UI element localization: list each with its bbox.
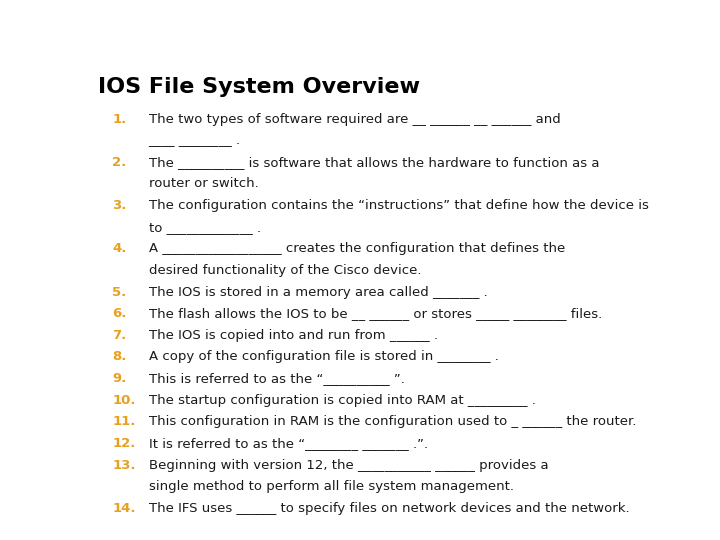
Text: This configuration in RAM is the configuration used to _ ______ the router.: This configuration in RAM is the configu… [148, 415, 636, 428]
Text: The IOS is stored in a memory area called _______ .: The IOS is stored in a memory area calle… [148, 286, 487, 299]
Text: The two types of software required are __ ______ __ ______ and: The two types of software required are _… [148, 113, 560, 126]
Text: IOS File System Overview: IOS File System Overview [99, 77, 420, 97]
Text: router or switch.: router or switch. [148, 178, 258, 191]
Text: The __________ is software that allows the hardware to function as a: The __________ is software that allows t… [148, 156, 599, 169]
Text: 7.: 7. [112, 329, 127, 342]
Text: 14.: 14. [112, 502, 136, 515]
Text: 6.: 6. [112, 307, 127, 320]
Text: 3.: 3. [112, 199, 127, 212]
Text: 10.: 10. [112, 394, 136, 407]
Text: A __________________ creates the configuration that defines the: A __________________ creates the configu… [148, 242, 565, 255]
Text: The configuration contains the “instructions” that define how the device is: The configuration contains the “instruct… [148, 199, 649, 212]
Text: The startup configuration is copied into RAM at _________ .: The startup configuration is copied into… [148, 394, 536, 407]
Text: desired functionality of the Cisco device.: desired functionality of the Cisco devic… [148, 264, 421, 277]
Text: 5.: 5. [112, 286, 127, 299]
Text: 9.: 9. [112, 372, 127, 385]
Text: 13.: 13. [112, 458, 136, 471]
Text: A copy of the configuration file is stored in ________ .: A copy of the configuration file is stor… [148, 350, 498, 363]
Text: 12.: 12. [112, 437, 135, 450]
Text: This is referred to as the “__________ ”.: This is referred to as the “__________ ”… [148, 372, 405, 385]
Text: Beginning with version 12, the ___________ ______ provides a: Beginning with version 12, the _________… [148, 458, 548, 471]
Text: It is referred to as the “________ _______ .”.: It is referred to as the “________ _____… [148, 437, 428, 450]
Text: The flash allows the IOS to be __ ______ or stores _____ ________ files.: The flash allows the IOS to be __ ______… [148, 307, 602, 320]
Text: 2.: 2. [112, 156, 127, 169]
Text: The IOS is copied into and run from ______ .: The IOS is copied into and run from ____… [148, 329, 438, 342]
Text: The IFS uses ______ to specify files on network devices and the network.: The IFS uses ______ to specify files on … [148, 502, 629, 515]
Text: ____ ________ .: ____ ________ . [148, 134, 240, 147]
Text: to _____________ .: to _____________ . [148, 221, 261, 234]
Text: single method to perform all file system management.: single method to perform all file system… [148, 480, 513, 493]
Text: 8.: 8. [112, 350, 127, 363]
Text: 4.: 4. [112, 242, 127, 255]
Text: 1.: 1. [112, 113, 127, 126]
Text: 11.: 11. [112, 415, 135, 428]
